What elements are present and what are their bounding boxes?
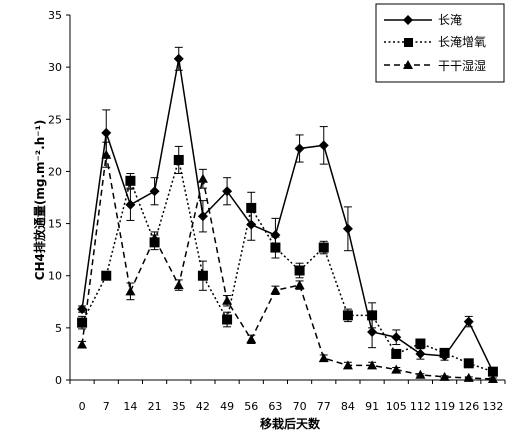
- x-tick-label: 56: [244, 400, 258, 413]
- data-point-diamond: [125, 200, 135, 210]
- data-point-triangle: [391, 365, 401, 374]
- data-point-diamond: [415, 349, 425, 359]
- y-tick-label: 20: [48, 165, 62, 178]
- x-tick-label: 119: [434, 400, 455, 413]
- series-3: [77, 142, 498, 383]
- data-point-square: [415, 339, 425, 349]
- data-point-triangle: [125, 286, 135, 295]
- data-point-square: [125, 176, 135, 186]
- data-point-square: [391, 349, 401, 359]
- data-point-diamond: [295, 143, 305, 153]
- x-axis-title: 移栽后天数: [260, 416, 321, 431]
- series-2: [77, 146, 498, 376]
- data-point-diamond: [464, 317, 474, 327]
- x-tick-label: 42: [196, 400, 210, 413]
- x-tick-label: 77: [317, 400, 331, 413]
- x-tick-label: 91: [365, 400, 379, 413]
- data-point-square: [343, 310, 353, 320]
- y-tick-label: 10: [48, 270, 62, 283]
- x-tick-label: 112: [410, 400, 431, 413]
- x-tick-label: 14: [123, 400, 137, 413]
- data-point-diamond: [101, 128, 111, 138]
- data-point-triangle: [270, 285, 280, 294]
- data-point-triangle: [246, 334, 256, 343]
- data-point-square: [174, 155, 184, 165]
- x-tick-label: 49: [220, 400, 234, 413]
- x-tick-label: 7: [103, 400, 110, 413]
- data-point-square: [222, 315, 232, 325]
- data-point-square: [198, 271, 208, 281]
- x-tick-label: 126: [458, 400, 479, 413]
- y-tick-label: 5: [55, 322, 62, 335]
- data-point-square: [440, 348, 450, 358]
- data-point-square: [464, 358, 474, 368]
- y-tick-label: 30: [48, 61, 62, 74]
- y-tick-label: 0: [55, 374, 62, 387]
- data-point-triangle: [319, 353, 329, 362]
- legend-label-series-1: 长淹: [438, 13, 462, 27]
- x-tick-label: 35: [172, 400, 186, 413]
- legend-marker-square-icon: [404, 38, 413, 47]
- series-layer: [77, 47, 498, 383]
- data-point-diamond: [343, 224, 353, 234]
- legend-label-series-2: 长淹增氧: [438, 35, 486, 49]
- data-point-square: [101, 271, 111, 281]
- legend: 长淹 长淹增氧 干干湿湿: [376, 4, 504, 82]
- series-line: [82, 59, 493, 372]
- data-point-diamond: [319, 140, 329, 150]
- y-tick-label: 35: [48, 9, 62, 22]
- x-tick-label: 70: [293, 400, 307, 413]
- data-point-triangle: [198, 174, 208, 183]
- x-tick-label: 132: [482, 400, 503, 413]
- y-tick-label: 15: [48, 218, 62, 231]
- series-1: [77, 47, 498, 376]
- data-point-triangle: [295, 280, 305, 289]
- y-axis-title: CH4排放通量(mg.m⁻².h⁻¹): [32, 120, 47, 281]
- series-line: [82, 155, 493, 379]
- data-point-square: [246, 203, 256, 213]
- x-tick-label: 105: [386, 400, 407, 413]
- data-point-square: [270, 243, 280, 253]
- x-tick-label: 0: [79, 400, 86, 413]
- data-point-diamond: [174, 54, 184, 64]
- data-point-square: [295, 266, 305, 276]
- legend-label-series-3: 干干湿湿: [438, 58, 486, 73]
- data-point-triangle: [174, 280, 184, 289]
- y-tick-label: 25: [48, 113, 62, 126]
- data-point-diamond: [367, 327, 377, 337]
- x-tick-label: 21: [148, 400, 162, 413]
- data-point-triangle: [77, 340, 87, 349]
- data-point-square: [367, 310, 377, 320]
- x-tick-label: 63: [268, 400, 282, 413]
- data-point-square: [319, 243, 329, 253]
- x-tick-label: 84: [341, 400, 355, 413]
- data-point-diamond: [391, 332, 401, 342]
- data-point-diamond: [150, 186, 160, 196]
